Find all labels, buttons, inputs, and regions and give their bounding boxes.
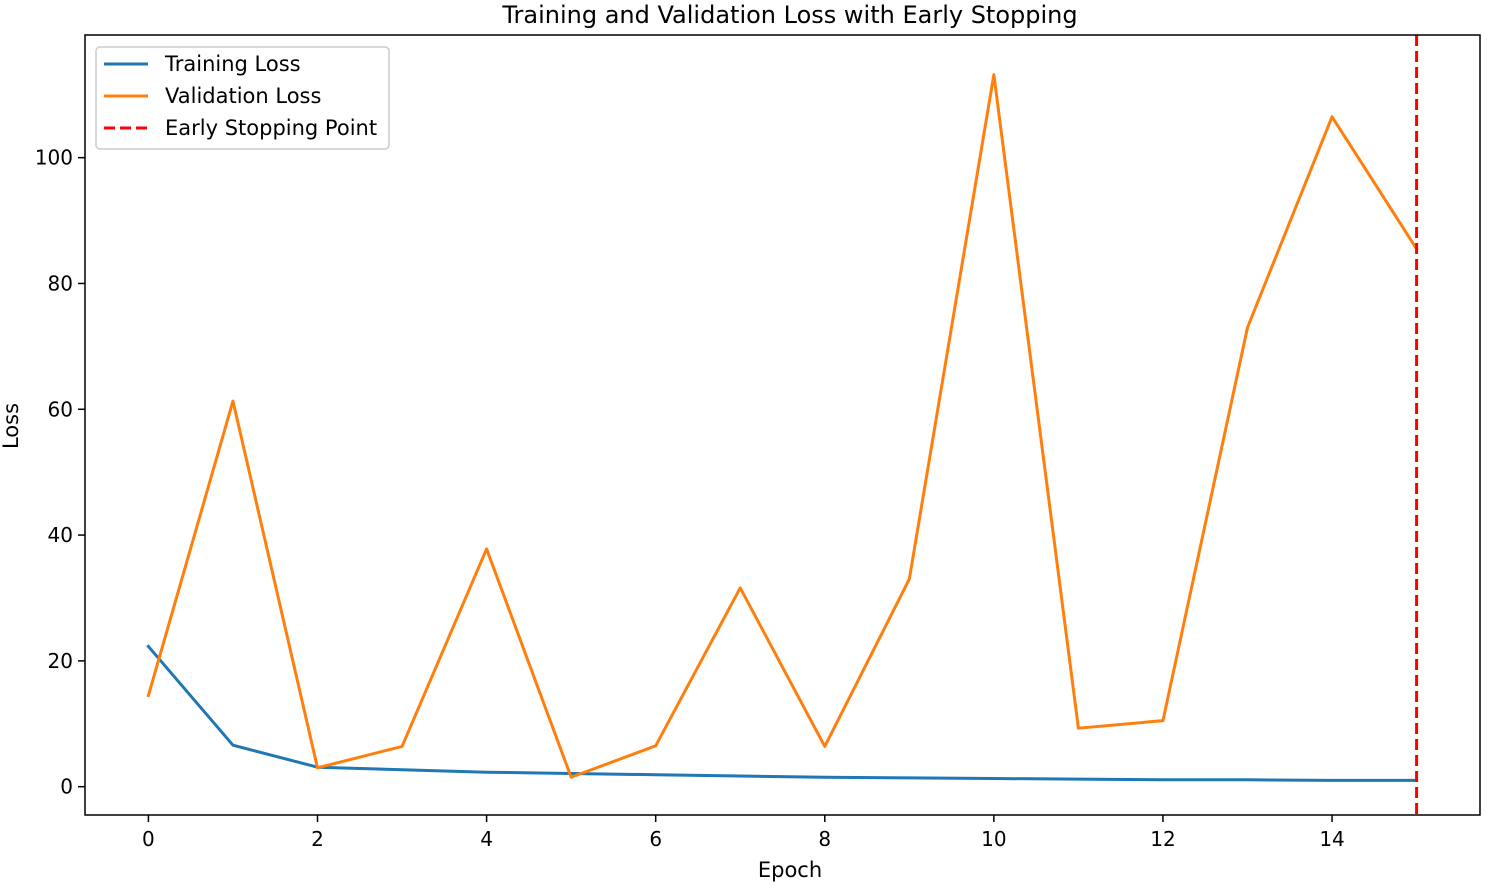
series-layer: [146, 35, 1419, 815]
series-line-training-loss: [146, 644, 1419, 782]
x-axis-title: Epoch: [758, 858, 822, 882]
y-tick-label: 40: [48, 523, 73, 547]
legend: Training Loss Validation Loss Early Stop…: [95, 46, 390, 150]
x-tick-label: 0: [142, 827, 155, 851]
x-tick-label: 10: [981, 827, 1006, 851]
legend-entry-early-stopping: Early Stopping Point: [104, 116, 377, 140]
x-tick-label: 8: [818, 827, 831, 851]
y-tick-label: 80: [48, 271, 73, 295]
y-axis-title: Loss: [0, 403, 23, 449]
x-tick-label: 2: [311, 827, 324, 851]
y-axis: 0 20 40 60 80 100: [35, 146, 85, 799]
chart-title: Training and Validation Loss with Early …: [501, 1, 1077, 29]
legend-label-validation-loss: Validation Loss: [165, 84, 321, 108]
x-tick-label: 12: [1150, 827, 1175, 851]
y-tick-label: 100: [35, 146, 73, 170]
plot-area-border: [84, 34, 1481, 816]
series-line-validation-loss: [146, 73, 1419, 779]
y-tick-label: 20: [48, 649, 73, 673]
legend-box: [95, 46, 390, 150]
x-tick-label: 4: [480, 827, 493, 851]
x-tick-label: 14: [1319, 827, 1344, 851]
legend-entry-training-loss: Training Loss: [104, 52, 301, 76]
plot-frame: [84, 34, 1481, 816]
y-tick-label: 60: [48, 397, 73, 421]
y-tick-label: 0: [60, 775, 73, 799]
legend-entry-validation-loss: Validation Loss: [104, 84, 321, 108]
legend-label-training-loss: Training Loss: [164, 52, 301, 76]
legend-label-early-stopping: Early Stopping Point: [165, 116, 377, 140]
x-axis: 0 2 4 6 8 10 12 14: [142, 815, 1345, 851]
x-tick-label: 6: [649, 827, 662, 851]
